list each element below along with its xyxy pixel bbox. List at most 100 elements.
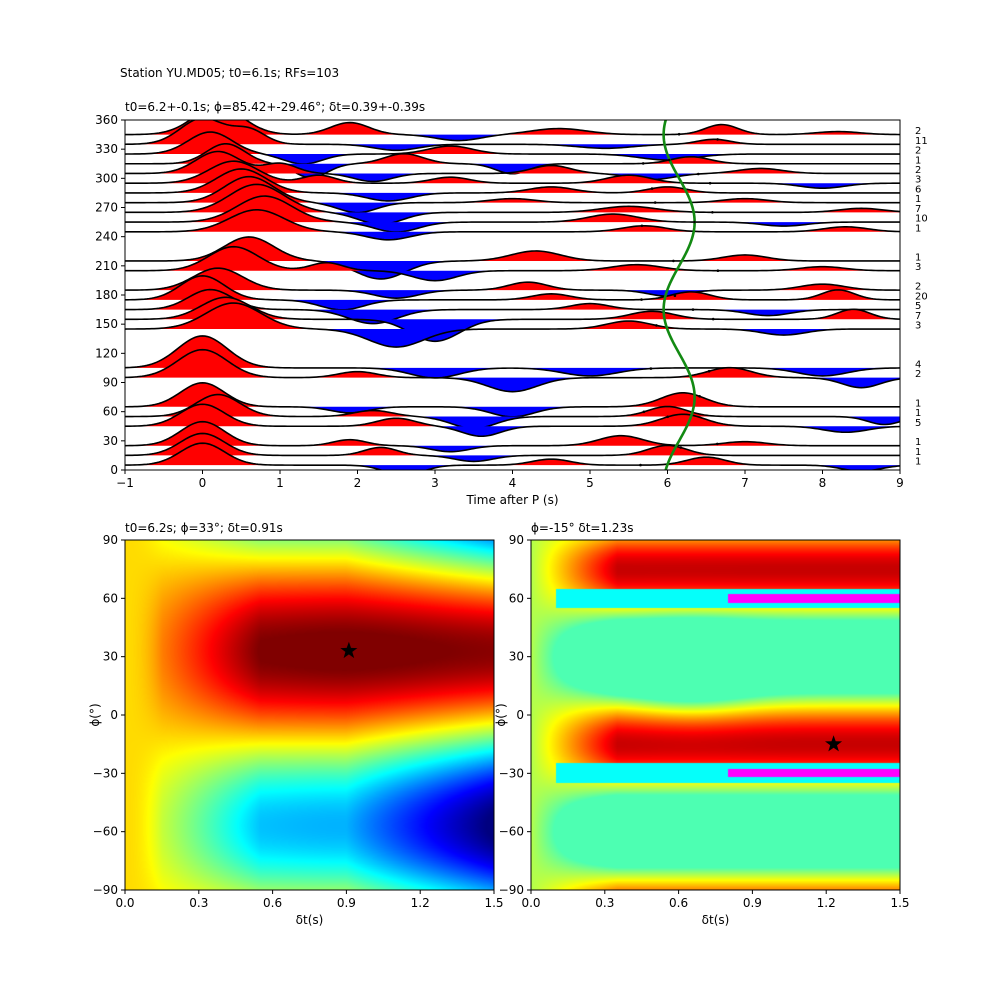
x-axis-label: δt(s) <box>702 913 730 927</box>
trace-count-label: 1 <box>915 155 921 166</box>
trace-count-label: 1 <box>915 408 921 419</box>
y-tick-label: 90 <box>103 376 118 390</box>
y-tick-label: 30 <box>103 650 118 664</box>
trace-pick-marker <box>640 224 644 228</box>
trace-pick-marker <box>650 187 654 190</box>
trace-positive-fill <box>125 335 900 368</box>
trace-negative-fill <box>125 367 900 378</box>
x-tick-label: 0.6 <box>669 896 688 910</box>
trace-pick-marker <box>711 211 714 214</box>
trace-positive-fill <box>125 196 900 223</box>
heatmap-right-title: ϕ=-15° δt=1.23s <box>531 521 634 535</box>
trace-count-label: 2 <box>915 165 921 176</box>
trace-line <box>125 150 900 183</box>
trace-line <box>125 275 900 311</box>
trace-negative-fill <box>125 329 900 348</box>
trace-markers-group <box>639 132 720 467</box>
trace-pick-marker <box>698 395 701 398</box>
trace-positive-fill <box>125 168 900 193</box>
y-tick-label: −30 <box>499 766 524 780</box>
trace-count-label: 5 <box>915 418 921 429</box>
trace-count-label: 11 <box>915 136 928 147</box>
trace-pick-marker <box>708 181 712 185</box>
trace-line <box>125 236 900 280</box>
trace-pick-marker <box>716 269 720 273</box>
trace-line <box>125 348 900 393</box>
trace-count-label: 2 <box>915 369 921 380</box>
trace-pick-marker <box>672 259 675 263</box>
trace-pick-marker <box>691 308 695 311</box>
trace-pick-marker <box>640 298 643 301</box>
y-tick-label: 210 <box>95 259 118 273</box>
trace-pick-marker <box>667 158 671 162</box>
trace-count-label: 1 <box>915 437 921 448</box>
t0-curve <box>662 120 696 470</box>
y-tick-label: 30 <box>103 434 118 448</box>
trace-count-label: 1 <box>915 194 921 205</box>
trace-count-label: 3 <box>915 175 921 186</box>
trace-count-label: 3 <box>915 321 921 332</box>
trace-count-label: 20 <box>915 291 928 302</box>
trace-negative-fill <box>125 406 900 417</box>
heatmap-left-title: t0=6.2s; ϕ=33°; δt=0.91s <box>125 521 283 535</box>
trace-positive-fill <box>125 120 900 135</box>
x-tick-label: 0.3 <box>189 896 208 910</box>
trace-positive-fill <box>125 404 900 427</box>
trace-line <box>125 142 900 179</box>
trace-count-label: 3 <box>915 262 921 273</box>
trace-pick-marker <box>697 172 700 176</box>
trace-count-label: 1 <box>915 447 921 458</box>
trace-pick-marker <box>707 369 711 373</box>
trace-count-label: 1 <box>915 398 921 409</box>
trace-line <box>125 296 900 343</box>
trace-positive-fill <box>125 349 900 378</box>
trace-positive-fill <box>125 236 900 261</box>
trace-count-label: 2 <box>915 146 921 157</box>
trace-line <box>125 160 900 189</box>
y-axis-label: ϕ(°) <box>494 703 508 726</box>
x-tick-label: 7 <box>741 476 749 490</box>
x-tick-label: 0.9 <box>743 896 762 910</box>
y-tick-label: 90 <box>509 533 524 547</box>
x-tick-label: 0.0 <box>115 896 134 910</box>
trace-count-label: 2 <box>915 282 921 293</box>
trace-count-label: 7 <box>915 311 921 322</box>
trace-line <box>125 393 900 430</box>
y-tick-label: 120 <box>95 346 118 360</box>
y-tick-label: −60 <box>93 825 118 839</box>
trace-line <box>125 168 900 202</box>
trace-positive-fill <box>125 151 900 174</box>
y-tick-label: 0 <box>110 708 118 722</box>
heatmap-left-canvas <box>125 540 494 890</box>
trace-pick-marker <box>679 446 682 449</box>
x-tick-label: 4 <box>509 476 517 490</box>
trace-pick-marker <box>716 138 719 141</box>
trace-pick-marker <box>666 415 669 419</box>
trace-line <box>125 120 900 152</box>
x-tick-label: 0.9 <box>337 896 356 910</box>
trace-line <box>125 195 900 233</box>
trace-line <box>125 131 900 165</box>
y-tick-label: 180 <box>95 288 118 302</box>
x-tick-label: 0.0 <box>521 896 540 910</box>
y-tick-label: 60 <box>103 591 118 605</box>
trace-count-label: 10 <box>915 214 928 225</box>
x-tick-label: 1 <box>276 476 284 490</box>
trace-pick-marker <box>653 201 657 204</box>
x-tick-label: 5 <box>586 476 594 490</box>
trace-pick-marker <box>716 442 719 446</box>
x-tick-label: 1.5 <box>890 896 909 910</box>
trace-line <box>125 120 900 142</box>
trace-positive-fill <box>125 132 900 155</box>
y-tick-label: 270 <box>95 201 118 215</box>
trace-positive-fill <box>125 382 900 407</box>
trace-line <box>125 420 900 453</box>
trace-count-label: 1 <box>915 223 921 234</box>
y-tick-label: 240 <box>95 230 118 244</box>
y-tick-label: 0 <box>516 708 524 722</box>
trace-negative-fill <box>125 163 900 178</box>
x-tick-label: 0 <box>199 476 207 490</box>
trace-line <box>125 209 900 241</box>
trace-pick-marker <box>677 132 681 136</box>
